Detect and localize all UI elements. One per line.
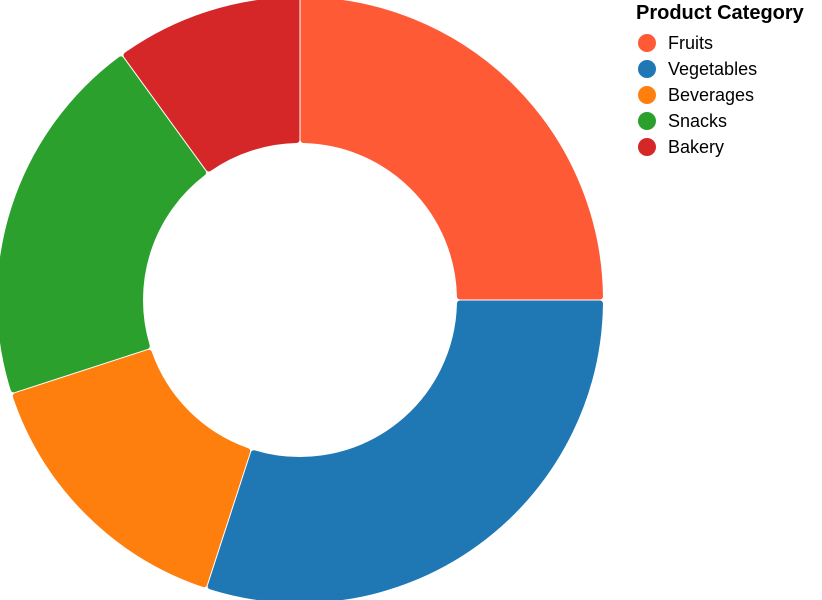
slice-vegetables[interactable] — [207, 300, 603, 600]
legend-swatch-vegetables — [638, 60, 656, 78]
slice-bakery[interactable] — [123, 0, 300, 172]
legend-label-vegetables: Vegetables — [668, 59, 757, 79]
legend-swatch-bakery — [638, 138, 656, 156]
legend-swatch-snacks — [638, 112, 656, 130]
donut-slices — [0, 0, 603, 600]
legend: Product Category Fruits Vegetables Beverag… — [636, 2, 805, 157]
slice-beverages[interactable] — [12, 349, 251, 588]
legend-label-snacks: Snacks — [668, 111, 727, 131]
legend-swatch-fruits — [638, 34, 656, 52]
slice-fruits[interactable] — [300, 0, 603, 300]
legend-label-fruits: Fruits — [668, 33, 713, 53]
legend-title: Product Category — [636, 2, 805, 24]
legend-swatch-beverages — [638, 86, 656, 104]
legend-items: Fruits Vegetables Beverages Snacks Bakery — [638, 33, 757, 157]
slice-snacks[interactable] — [0, 56, 207, 393]
legend-label-bakery: Bakery — [668, 137, 724, 157]
legend-label-beverages: Beverages — [668, 85, 754, 105]
